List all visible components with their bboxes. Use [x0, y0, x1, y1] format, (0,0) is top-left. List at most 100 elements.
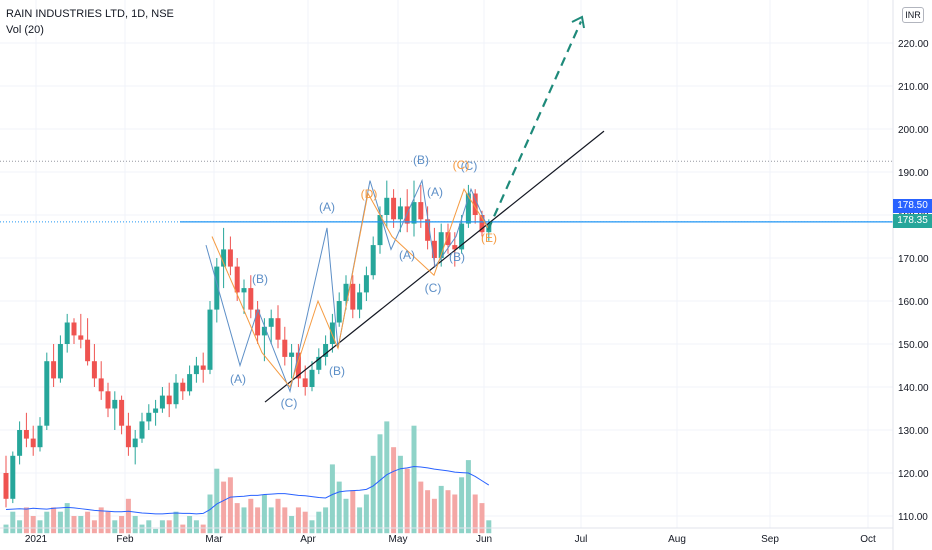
volume-bar: [336, 481, 342, 534]
candle-body: [146, 412, 152, 422]
x-tick-label: Jul: [575, 534, 588, 545]
volume-bar: [193, 520, 199, 534]
volume-bar: [78, 516, 84, 534]
volume-bar: [153, 528, 159, 534]
x-tick-label: Sep: [761, 534, 779, 545]
volume-bar: [370, 455, 376, 534]
volume-ma-line: [5, 466, 490, 515]
volume-bar: [323, 507, 329, 534]
y-tick-label: 130.00: [898, 426, 929, 437]
candle-body: [119, 399, 125, 426]
volume-indicator-label[interactable]: Vol (20): [6, 24, 44, 36]
candle-body: [159, 395, 165, 409]
volume-bar: [132, 516, 138, 534]
volume-bar: [23, 507, 29, 534]
volume-bar: [445, 490, 451, 534]
wave-label: (B): [329, 364, 345, 378]
candle-body: [125, 425, 131, 448]
volume-bar: [431, 498, 437, 534]
volume-bar: [377, 434, 383, 534]
volume-bar: [261, 494, 267, 534]
volume-bar: [221, 481, 227, 534]
currency-button[interactable]: INR: [902, 7, 924, 23]
candle-body: [479, 215, 485, 233]
y-tick-label: 190.00: [898, 168, 929, 179]
candle-body: [431, 240, 437, 258]
candle-body: [438, 232, 444, 258]
volume-bar: [51, 507, 57, 534]
candle-body: [384, 197, 390, 215]
candle-body: [37, 425, 43, 448]
candle-body: [295, 352, 301, 379]
volume-bar: [255, 507, 261, 534]
volume-bar: [248, 498, 254, 534]
candle-body: [173, 382, 179, 405]
candle-body: [112, 399, 118, 409]
wave-labels: (A) (B) (C) (A) (B) (C) (A) (B) (C) (A) (B) (C) (D) (…: [230, 153, 497, 410]
volume-bar: [309, 520, 315, 534]
volume-bar: [289, 516, 295, 534]
candle-body: [275, 318, 281, 340]
volume-bar: [418, 481, 424, 534]
x-tick-label: Aug: [668, 534, 686, 545]
volume-bar: [30, 516, 36, 534]
candle-body: [17, 430, 23, 456]
candle-body: [472, 193, 478, 215]
wave-label: (A): [230, 372, 246, 386]
candle-body: [445, 232, 451, 246]
candle-body: [459, 223, 465, 250]
x-tick-label: Feb: [116, 534, 134, 545]
chart-title: RAIN INDUSTRIES LTD, 1D, NSE: [6, 8, 174, 20]
volume-bar: [343, 498, 349, 534]
volume-bar: [459, 477, 465, 534]
candle-body: [316, 356, 322, 370]
volume-bar: [302, 511, 308, 534]
volume-bars: [3, 421, 492, 534]
wave-label: (A): [399, 248, 415, 262]
volume-bar: [85, 511, 91, 534]
wave-label: (E): [481, 231, 497, 245]
volume-bar: [44, 511, 50, 534]
candle-body: [187, 374, 193, 392]
volume-bar: [159, 520, 165, 534]
candle-body: [357, 292, 363, 310]
volume-bar: [316, 511, 322, 534]
candle-body: [57, 344, 63, 379]
candle-body: [268, 318, 274, 327]
volume-bar: [384, 421, 390, 534]
candle-body: [343, 283, 349, 301]
candle-body: [404, 206, 410, 224]
wave-label: (C): [281, 396, 298, 410]
candle-body: [193, 365, 199, 375]
volume-bar: [472, 494, 478, 534]
volume-bar: [173, 511, 179, 534]
candle-body: [350, 283, 356, 310]
wave-label: (A): [319, 200, 335, 214]
candle-body: [139, 421, 145, 439]
x-tick-label: Mar: [205, 534, 223, 545]
y-tick-label: 140.00: [898, 383, 929, 394]
volume-bar: [180, 524, 186, 534]
volume-bar: [64, 503, 70, 534]
y-tick-label: 110.00: [898, 512, 928, 523]
volume-bar: [37, 520, 43, 534]
candle-body: [200, 365, 206, 370]
wave-label: (A): [427, 185, 443, 199]
volume-bar: [363, 494, 369, 534]
candle-body: [23, 430, 29, 439]
price-tag-upper: 178.50: [893, 199, 932, 213]
candle-body: [255, 309, 261, 336]
x-tick-label: May: [389, 534, 408, 545]
volume-bar: [10, 511, 16, 534]
candle-body: [44, 361, 50, 426]
candle-body: [78, 335, 84, 340]
candle-body: [391, 197, 397, 220]
x-tick-label: Jun: [476, 534, 492, 545]
volume-bar: [98, 507, 104, 534]
volume-bar: [112, 520, 118, 534]
elliott-wave-blue: [205, 178, 489, 393]
candle-body: [289, 352, 295, 357]
x-tick-label: 2021: [25, 534, 48, 545]
volume-bar: [411, 425, 417, 534]
